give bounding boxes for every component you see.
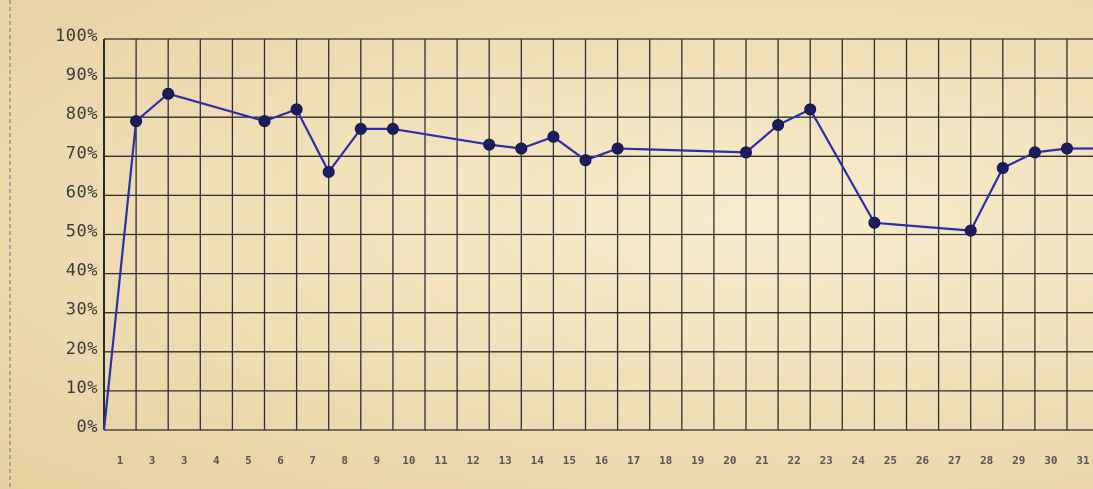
y-tick-label: 70% [66,143,98,163]
data-point [322,165,335,178]
chart-grid [103,38,1093,431]
x-tick-label: 18 [659,454,672,467]
x-axis-tick-labels: 1 3 3 4 5 6 7 8 9 10 11 12 13 14 15 16 17 18 19 20 21 22 23 24 2… [117,454,1090,467]
y-axis-tick-labels: 0% 10% 20% 30% 40% 50% 60% 70% 80% 90% 100% [55,26,98,437]
x-tick-label: 4 [213,454,220,467]
y-tick-label: 30% [66,300,98,320]
series-line [102,92,1093,431]
data-point [258,115,271,128]
data-point [1028,146,1041,159]
x-tick-label: 7 [309,454,316,467]
x-tick-label: 25 [884,454,897,467]
x-tick-label: 24 [852,454,866,467]
x-tick-label: 31 [1076,454,1090,467]
x-tick-label: 6 [277,454,284,467]
x-tick-label: 8 [341,454,348,467]
data-point [130,115,143,128]
y-tick-label: 80% [66,104,98,124]
x-tick-label: 14 [531,454,545,467]
x-tick-label: 10 [402,454,415,467]
x-tick-label: 23 [820,454,833,467]
data-point [515,142,528,155]
x-tick-label: 21 [755,454,769,467]
x-tick-label: 22 [787,454,800,467]
x-tick-label: 16 [595,454,609,467]
y-tick-label: 60% [66,182,98,202]
x-tick-label: 3 [181,454,188,467]
x-tick-label: 1 [117,454,124,467]
y-tick-label: 50% [66,222,98,242]
x-tick-label: 29 [1012,454,1025,467]
data-point [547,130,560,143]
data-point [386,122,399,135]
data-point [740,146,752,159]
x-tick-label: 20 [723,454,736,467]
x-tick-label: 3 [149,454,156,467]
data-point [996,162,1009,175]
x-tick-label: 12 [466,454,479,467]
x-tick-label: 9 [373,454,380,467]
data-point [868,216,881,229]
data-point [1061,142,1073,155]
x-tick-label: 13 [499,454,512,467]
y-tick-label: 20% [66,339,98,359]
data-point [772,119,785,132]
y-tick-label: 0% [77,417,98,437]
y-tick-label: 100% [55,26,98,46]
data-point [579,154,592,167]
x-tick-label: 15 [563,454,576,467]
data-series [102,87,1093,431]
y-tick-label: 40% [66,261,98,281]
data-point [162,87,175,100]
y-tick-label: 10% [66,378,98,398]
data-point [804,103,817,116]
x-tick-label: 27 [948,454,961,467]
x-tick-label: 17 [627,454,640,467]
x-tick-label: 26 [916,454,930,467]
data-point [611,142,624,155]
data-point [290,103,303,116]
x-tick-label: 11 [434,454,448,467]
x-tick-label: 19 [691,454,704,467]
x-tick-label: 30 [1044,454,1057,467]
data-point [354,122,367,135]
data-point [483,138,496,151]
data-point [964,224,977,237]
y-tick-label: 90% [66,65,98,85]
x-tick-label: 28 [980,454,993,467]
x-tick-label: 5 [245,454,252,467]
